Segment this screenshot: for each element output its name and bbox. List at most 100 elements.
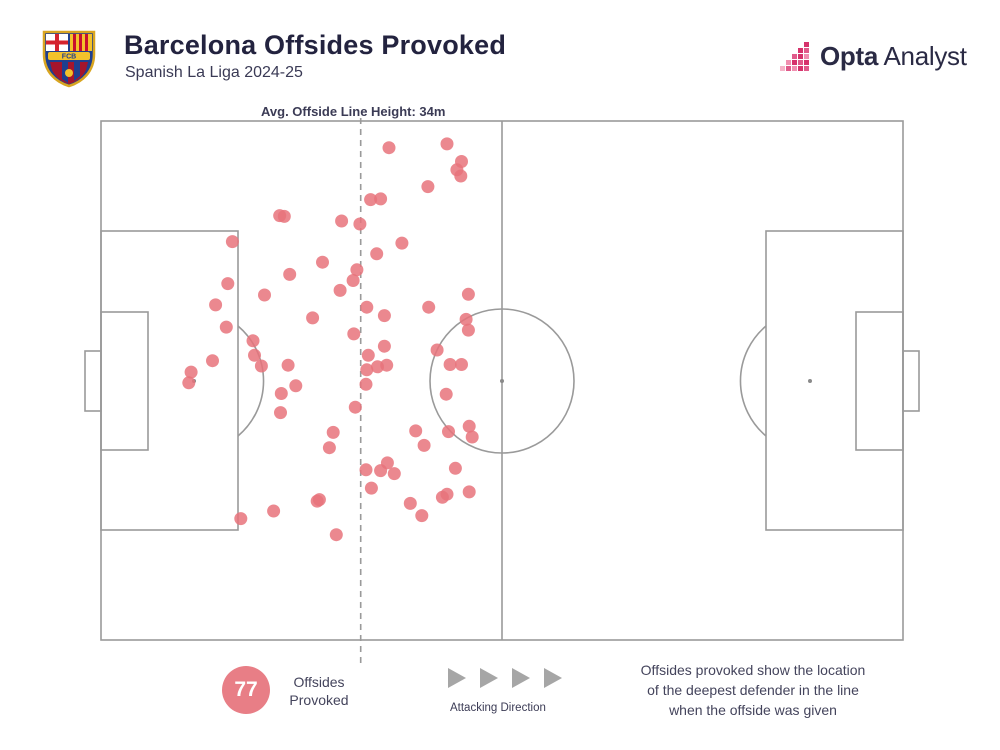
offside-point [346,274,360,287]
offside-point [347,327,361,341]
right-six-yard-box [855,311,904,451]
offside-point [360,300,374,314]
pitch-markings [84,120,920,641]
offside-point [443,358,457,371]
offside-point [289,379,303,393]
chart-subtitle: Spanish La Liga 2024-25 [125,64,303,81]
fc-barcelona-crest-icon: FCB [42,30,96,88]
offside-point [246,334,260,348]
offside-point [415,509,429,523]
offside-point [462,419,476,433]
offside-point [316,255,329,269]
offside-point [353,217,367,231]
offside-point [209,298,223,312]
offside-point [382,141,396,155]
offside-point [234,512,248,526]
offside-point [435,490,449,504]
brand-name: Opta Analyst [820,41,967,72]
offside-point [322,441,336,455]
offside-point [439,387,453,401]
centre-spot [500,379,504,383]
direction-arrow-1-icon [448,668,466,688]
offside-point [258,288,271,302]
right-penalty-arc [739,325,767,437]
offside-point [374,192,388,206]
direction-arrow-2-icon [480,668,498,688]
offside-point [221,277,235,291]
offside-point [374,464,388,478]
chart-note: Offsides provoked show the location of t… [610,660,896,720]
offside-point [440,137,454,151]
offside-point [364,481,378,495]
offside-point [417,438,431,452]
direction-arrow-4-icon [544,668,562,688]
note-line-3: when the offside was given [669,702,837,718]
offside-point [361,348,375,362]
attacking-direction-label: Attacking Direction [450,702,546,714]
offside-point [248,348,261,362]
offside-point [370,247,384,261]
opta-analyst-logo: Opta Analyst [780,40,967,72]
offside-point [364,193,378,207]
attacking-direction-arrows-icon [448,668,562,688]
offside-point [371,360,384,374]
offside-point [421,180,435,194]
offside-point [461,287,475,301]
offside-point [403,496,417,510]
chart-title: Barcelona Offsides Provoked [124,30,507,60]
count-label-line-2: Provoked [289,692,349,708]
offside-point [277,209,291,223]
offside-point [455,358,468,371]
centre-circle [429,308,575,454]
offside-points [182,137,479,542]
opta-logo-icon [780,42,809,71]
offside-point [462,485,476,499]
offside-point [377,339,391,353]
offside-point [459,312,473,326]
offside-point [283,267,297,281]
offside-point [465,430,479,444]
right-penalty-area [765,230,904,531]
offside-point [461,323,475,337]
avg-offside-line-label: Avg. Offside Line Height: 34m [261,104,446,119]
offside-point [359,377,373,391]
offside-point [184,365,198,379]
offside-point [359,463,373,477]
offside-point [448,461,462,475]
brand-bold: Opta [820,40,879,71]
offside-point [267,504,281,518]
offside-point [326,425,340,439]
offside-point [274,406,287,420]
offside-point [430,343,444,357]
offside-count-label: Offsides Provoked [282,673,356,709]
offside-point [395,236,409,250]
offside-point [219,320,233,334]
offside-point [306,311,320,325]
offside-point [335,214,349,228]
offside-point [422,300,436,314]
offside-point [387,467,401,481]
offside-point [333,283,347,297]
left-penalty-area [100,230,239,531]
offside-point [409,424,423,438]
offside-point [454,169,468,183]
offside-count-badge: 77 [222,666,270,714]
offside-point [225,235,239,249]
offside-point [274,387,288,400]
count-label-line-1: Offsides [293,674,345,690]
left-six-yard-box [100,311,149,451]
offside-point [254,359,268,373]
offside-point [182,376,196,390]
offside-point [350,263,364,277]
offside-point [281,358,295,372]
note-line-1: Offsides provoked show the location [640,662,866,678]
right-penalty-spot [808,379,812,383]
offside-point [442,425,455,439]
offside-point [206,354,219,368]
offside-point [312,493,326,507]
offside-point [348,400,362,414]
note-line-2: of the deepest defender in the line [647,682,859,698]
offside-point [329,528,343,542]
left-goal [84,350,102,412]
